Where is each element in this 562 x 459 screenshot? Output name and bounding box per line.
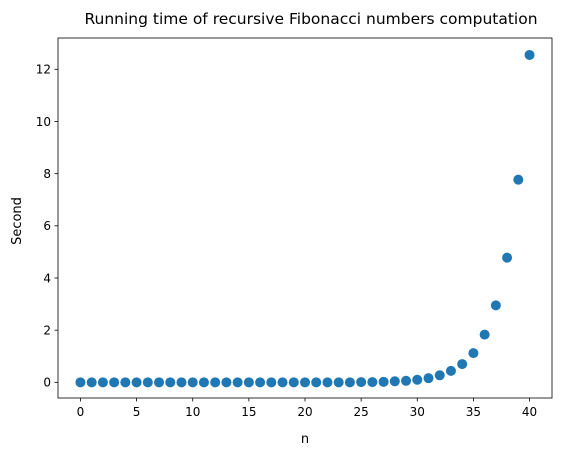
data-point — [142, 377, 153, 388]
chart-title: Running time of recursive Fibonacci numb… — [84, 10, 537, 28]
data-point — [165, 377, 176, 388]
data-point — [176, 377, 187, 388]
data-points — [75, 49, 535, 388]
x-axis: 0 5 10 15 20 25 30 35 40 — [77, 398, 537, 419]
y-tick-label: 12 — [36, 63, 51, 77]
x-tick-label: 25 — [353, 405, 368, 419]
x-tick-label: 35 — [466, 405, 481, 419]
data-point — [75, 377, 86, 388]
x-tick-label: 5 — [133, 405, 141, 419]
plot-frame — [57, 37, 553, 399]
data-point — [445, 365, 456, 376]
data-point — [401, 375, 412, 386]
data-point — [198, 377, 209, 388]
y-axis: 0 2 4 6 8 10 12 — [36, 63, 58, 390]
y-tick-label: 8 — [43, 167, 51, 181]
data-point — [120, 377, 131, 388]
data-point — [97, 377, 108, 388]
data-point — [367, 377, 378, 388]
x-tick-label: 30 — [410, 405, 425, 419]
y-tick-label: 2 — [43, 323, 51, 337]
data-point — [434, 370, 445, 381]
y-axis-label: Second — [10, 197, 25, 245]
data-point — [311, 377, 322, 388]
data-point — [255, 377, 266, 388]
x-tick-label: 20 — [297, 405, 312, 419]
data-point — [524, 49, 535, 60]
plot-area — [57, 37, 553, 399]
data-point — [266, 377, 277, 388]
y-tick-label: 4 — [43, 271, 51, 285]
data-point — [513, 174, 524, 185]
data-point — [322, 377, 333, 388]
data-point — [232, 377, 243, 388]
data-point — [109, 377, 120, 388]
x-axis-label: n — [301, 432, 309, 447]
data-point — [288, 377, 299, 388]
data-point — [479, 329, 490, 340]
data-point — [389, 376, 400, 387]
data-point — [502, 252, 513, 263]
y-tick-label: 6 — [43, 219, 51, 233]
data-point — [378, 376, 389, 387]
data-point — [468, 348, 479, 359]
data-point — [423, 373, 434, 384]
data-point — [243, 377, 254, 388]
data-point — [300, 377, 310, 388]
data-point — [490, 300, 501, 311]
x-tick-label: 10 — [185, 405, 200, 419]
data-point — [210, 377, 221, 388]
data-point — [131, 377, 142, 388]
data-point — [412, 374, 423, 385]
x-tick-label: 0 — [77, 405, 85, 419]
x-tick-label: 40 — [522, 405, 537, 419]
data-point — [356, 377, 367, 388]
data-point — [457, 359, 468, 370]
data-point — [221, 377, 232, 388]
y-tick-label: 10 — [36, 115, 51, 129]
data-point — [333, 377, 344, 388]
data-point — [86, 377, 97, 388]
data-point — [154, 377, 165, 388]
data-point — [344, 377, 355, 388]
data-point — [277, 377, 288, 388]
y-tick-label: 0 — [43, 376, 51, 390]
x-tick-label: 15 — [241, 405, 256, 419]
data-point — [187, 377, 198, 388]
